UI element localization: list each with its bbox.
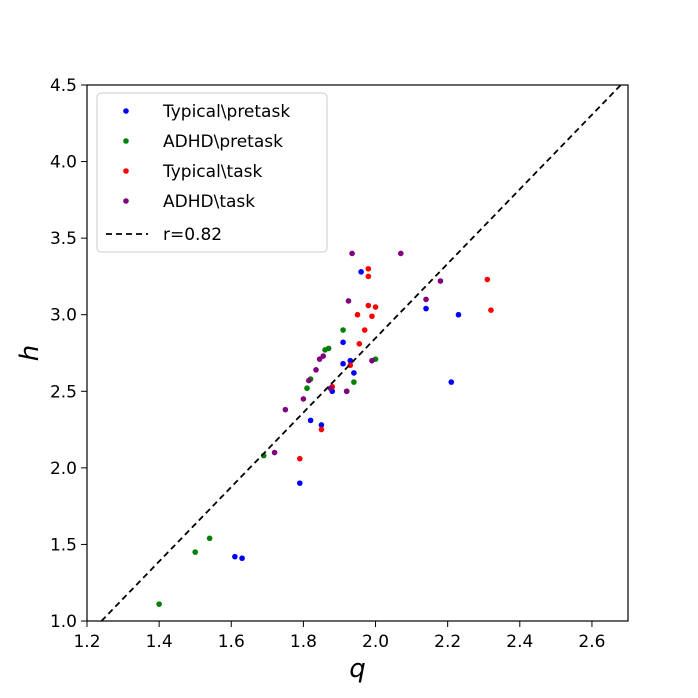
legend: Typical\pretask ADHD\pretask Typical\task A… [96, 92, 328, 253]
data-point [361, 327, 368, 333]
y-tick-label: 4.0 [50, 153, 77, 173]
x-tick-label: 2.4 [506, 632, 533, 652]
data-point [327, 385, 334, 392]
data-point [423, 305, 429, 312]
data-point [318, 426, 325, 433]
data-point [306, 377, 312, 384]
y-tick-label: 1.5 [50, 535, 77, 555]
data-point [307, 417, 314, 424]
data-point [423, 296, 429, 303]
data-point [369, 357, 375, 364]
data-point [354, 311, 361, 318]
x-axis: 1.2 1.4 1.6 1.8 2.0 2.2 2.4 2.6 [73, 621, 605, 652]
x-tick-label: 2.2 [434, 632, 461, 652]
x-tick-label: 2.6 [578, 632, 605, 652]
fit-line-layer [100, 84, 622, 622]
data-point [192, 549, 198, 555]
data-point [356, 341, 363, 347]
data-point [397, 250, 404, 257]
data-point [313, 367, 319, 373]
y-tick-label: 2.5 [50, 382, 77, 402]
data-point [345, 298, 352, 304]
legend-label: Typical\pretask [162, 102, 290, 122]
y-tick-label: 1.0 [50, 612, 77, 632]
data-point [488, 307, 494, 313]
data-point [340, 360, 346, 367]
legend-label: ADHD\task [163, 192, 255, 212]
data-point [340, 339, 346, 346]
data-point [448, 379, 455, 385]
legend-frame [96, 92, 328, 253]
y-tick-label: 3.0 [50, 306, 77, 326]
y-tick-label: 2.0 [50, 459, 77, 479]
x-tick-label: 1.4 [146, 632, 173, 652]
data-point [300, 396, 307, 402]
data-point [343, 388, 350, 395]
legend-marker [123, 108, 129, 114]
x-tick-label: 2.0 [362, 632, 389, 652]
y-tick-label: 3.5 [50, 229, 77, 249]
x-tick-label: 1.2 [73, 632, 100, 652]
y-axis: 1.0 1.5 2.0 2.5 3.0 3.5 4.0 4.5 [50, 76, 87, 632]
data-point [320, 353, 327, 359]
data-points-layer [156, 250, 494, 607]
data-point [365, 265, 372, 272]
data-point [325, 345, 332, 352]
data-point [365, 302, 372, 309]
data-point [296, 455, 303, 462]
data-point [349, 250, 355, 257]
fit-line [100, 84, 622, 622]
data-point [156, 601, 162, 607]
legend-marker [123, 168, 129, 174]
data-point [340, 327, 346, 333]
legend-marker [123, 198, 129, 204]
data-point [372, 304, 379, 310]
legend-label: r=0.82 [163, 225, 222, 245]
data-point [437, 278, 444, 284]
x-axis-title: q [349, 654, 366, 684]
data-point [484, 276, 491, 283]
data-point [282, 406, 289, 413]
data-point [365, 273, 372, 280]
data-point [358, 269, 364, 275]
data-point [304, 385, 310, 392]
plot-frame [86, 84, 629, 622]
data-point [206, 535, 213, 542]
y-axis-title: h [15, 345, 45, 361]
data-point [351, 370, 357, 376]
data-point [318, 422, 325, 428]
data-point [239, 555, 245, 562]
y-tick-label: 4.5 [50, 76, 77, 96]
data-point [232, 553, 238, 560]
legend-marker [123, 138, 129, 144]
data-point [296, 480, 303, 486]
data-point [455, 311, 462, 318]
legend-label: ADHD\pretask [163, 132, 283, 152]
data-point [271, 449, 278, 456]
data-point [351, 379, 357, 385]
legend-label: Typical\task [162, 162, 262, 182]
x-tick-label: 1.6 [218, 632, 245, 652]
data-point [369, 313, 375, 320]
x-tick-label: 1.8 [290, 632, 317, 652]
